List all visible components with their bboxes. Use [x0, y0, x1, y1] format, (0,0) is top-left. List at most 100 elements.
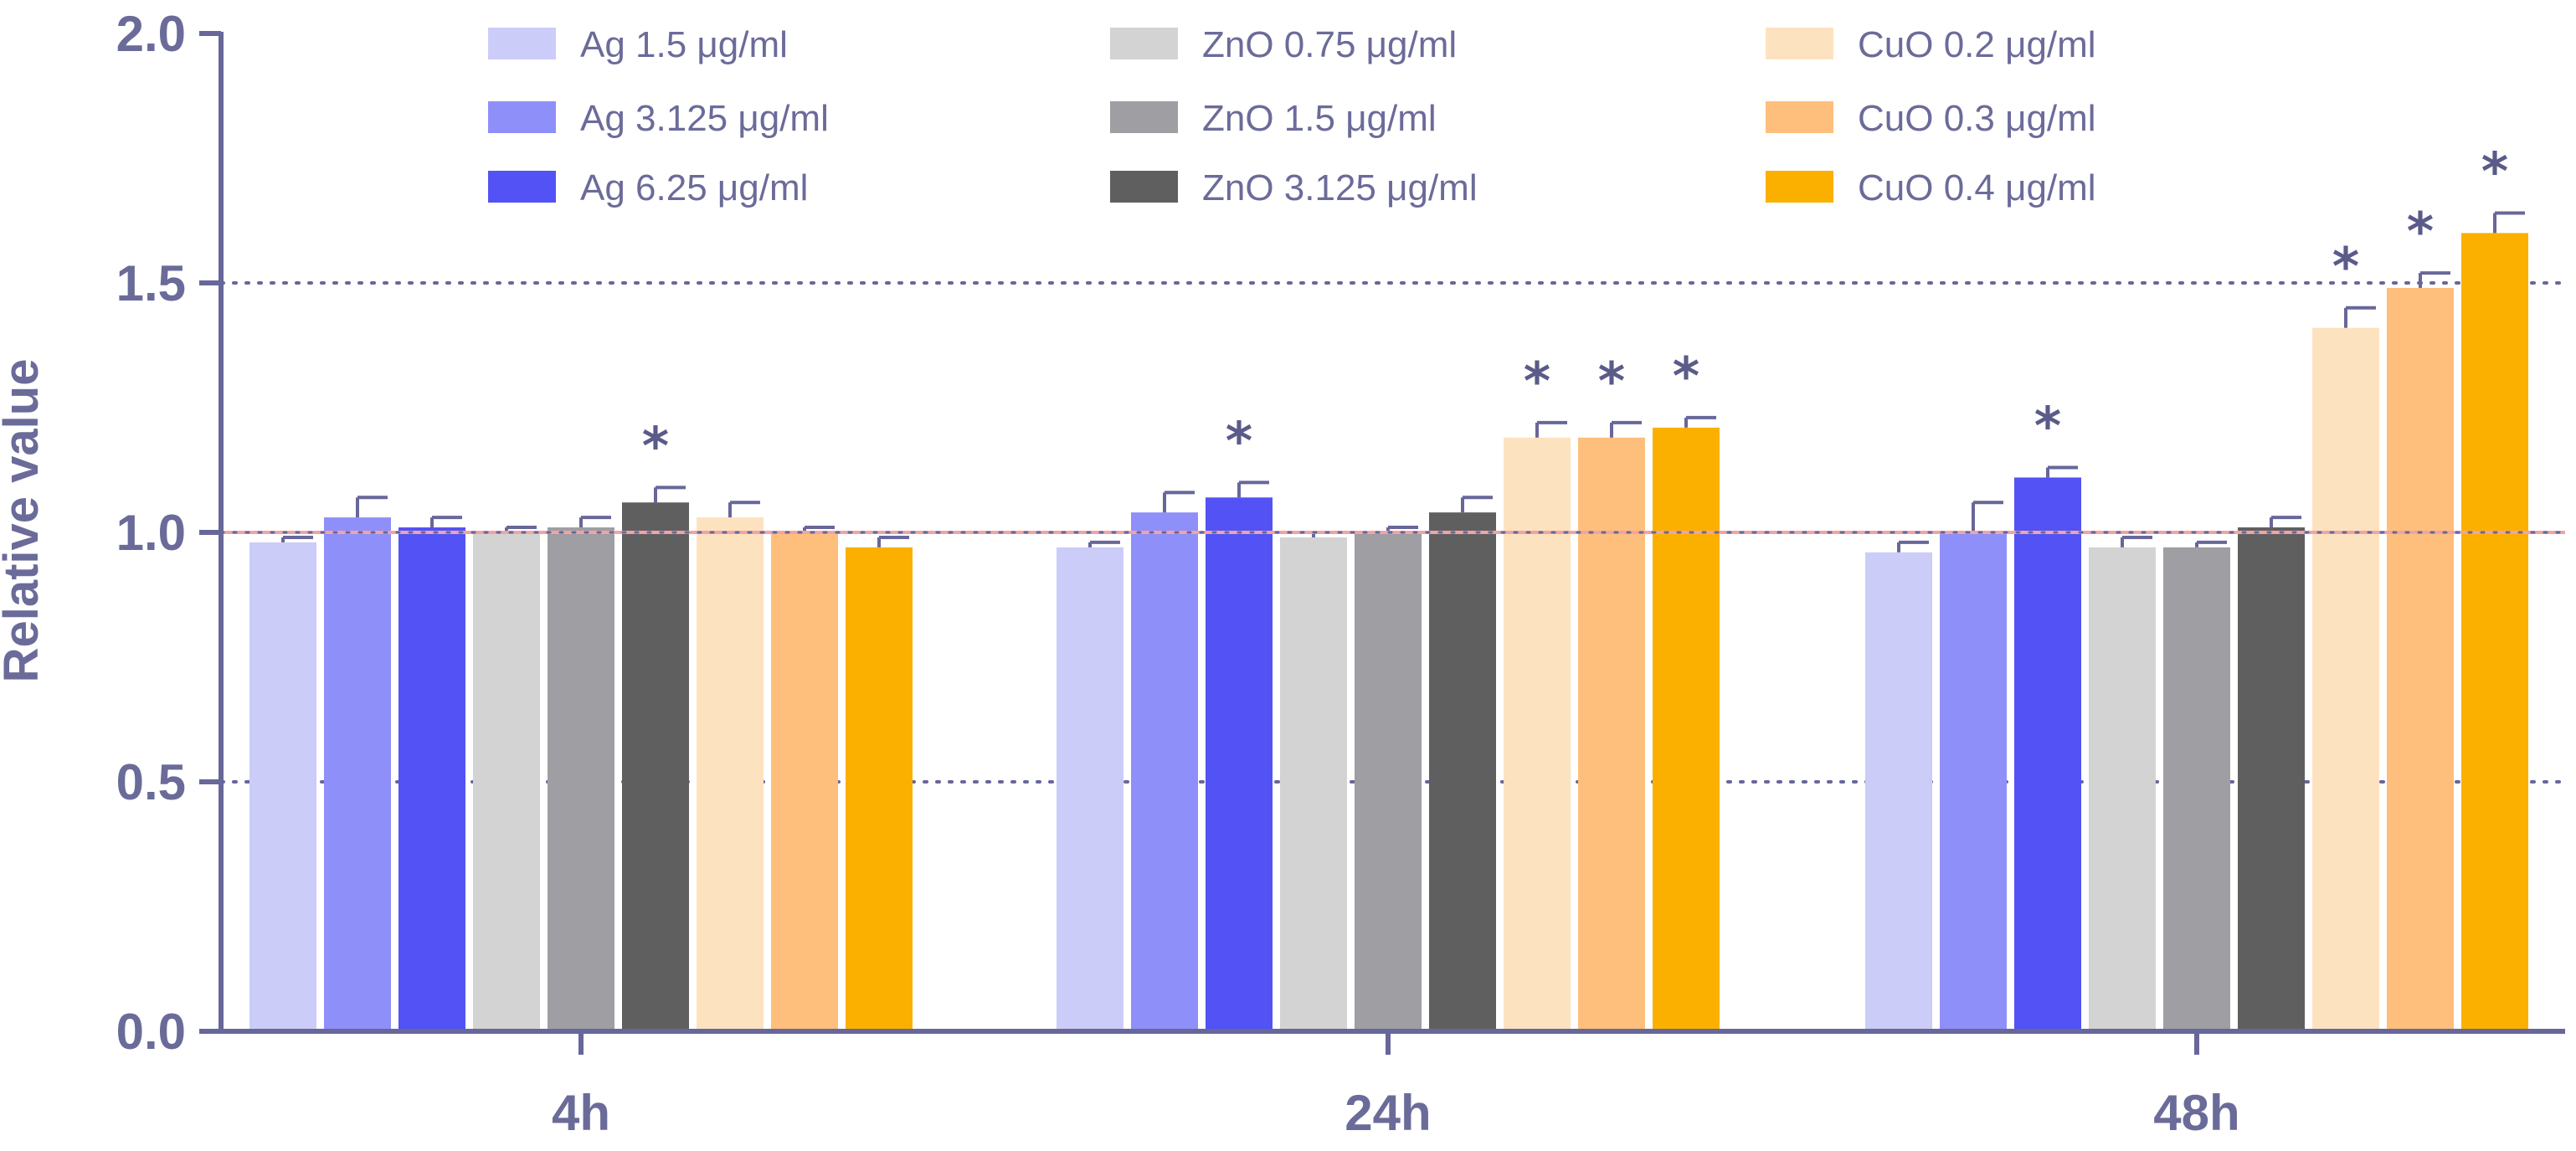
significance-star: *	[642, 415, 669, 476]
error-bar	[430, 516, 462, 528]
error-bar	[579, 516, 611, 528]
significance-star: *	[1673, 346, 1699, 407]
legend-swatch	[1110, 171, 1178, 203]
bar	[2014, 477, 2081, 1031]
bar	[1131, 512, 1198, 1031]
bars	[249, 233, 2528, 1032]
legend-swatch	[1766, 28, 1833, 59]
error-bar	[1972, 501, 2003, 532]
error-bar	[1684, 415, 1716, 428]
error-bar	[2419, 271, 2450, 288]
legend-label: Ag 3.125 μg/ml	[580, 98, 829, 139]
error-bar	[1897, 540, 1929, 552]
bar	[2238, 527, 2305, 1031]
bar	[1057, 547, 1123, 1031]
legend-swatch	[1110, 28, 1178, 59]
legend: Ag 1.5 μg/ml Ag 3.125 μg/ml Ag 6.25 μg/ml Z…	[488, 24, 2096, 208]
legend-label: Ag 1.5 μg/ml	[580, 24, 788, 65]
significance-star: *	[2034, 396, 2061, 457]
significance-star: *	[2481, 141, 2508, 203]
error-bar	[2270, 516, 2301, 528]
error-bar	[2195, 540, 2227, 547]
legend-item: CuO 0.4 μg/ml	[1766, 167, 2096, 208]
y-axis-title: Relative value	[0, 359, 49, 683]
error-bar	[728, 501, 760, 518]
bar	[1653, 427, 1720, 1032]
significance-star: *	[1226, 410, 1252, 471]
error-bar	[1163, 491, 1195, 513]
x-tick-label: 48h	[2153, 1085, 2239, 1141]
x-tick-labels: 4h 24h 48h	[552, 1085, 2240, 1141]
bar	[1355, 532, 1422, 1031]
bar	[473, 532, 540, 1031]
error-bar	[2344, 306, 2376, 328]
bar	[548, 527, 614, 1031]
bar	[2461, 233, 2528, 1031]
significance-star: *	[2332, 236, 2359, 297]
error-bar	[281, 535, 313, 542]
y-tick-labels: 0.0 0.5 1.0 1.5 2.0	[116, 6, 186, 1060]
error-bar	[877, 535, 909, 547]
y-tick-label: 1.0	[116, 505, 186, 561]
legend-item: Ag 3.125 μg/ml	[488, 98, 829, 139]
legend-item: Ag 1.5 μg/ml	[488, 24, 788, 65]
bar	[2163, 547, 2230, 1031]
bar	[1280, 537, 1347, 1031]
legend-label: CuO 0.3 μg/ml	[1858, 98, 2096, 139]
error-bar	[1088, 540, 1120, 547]
significance-star: *	[1598, 351, 1625, 412]
y-tick-label: 1.5	[116, 255, 186, 311]
bar	[324, 517, 391, 1031]
x-tick-label: 24h	[1345, 1085, 1431, 1141]
error-bar	[2493, 211, 2525, 234]
legend-item: Ag 6.25 μg/ml	[488, 167, 808, 208]
legend-item: ZnO 3.125 μg/ml	[1110, 167, 1478, 208]
bar	[1429, 512, 1496, 1031]
bar	[1206, 497, 1273, 1031]
legend-swatch	[1766, 101, 1833, 133]
bar	[846, 547, 913, 1031]
legend-label: CuO 0.4 μg/ml	[1858, 167, 2096, 208]
axes	[199, 31, 2565, 1055]
legend-swatch	[1766, 171, 1833, 203]
legend-swatch	[1110, 101, 1178, 133]
error-bar	[1461, 496, 1493, 513]
significance-star: *	[1524, 351, 1550, 412]
bar	[1940, 532, 2007, 1031]
legend-swatch	[488, 101, 556, 133]
legend-label: ZnO 0.75 μg/ml	[1202, 24, 1457, 65]
y-tick-label: 0.0	[116, 1004, 186, 1060]
bar	[2089, 547, 2156, 1031]
bar	[2387, 287, 2454, 1032]
x-tick-label: 4h	[552, 1085, 610, 1141]
error-bar	[1610, 420, 1642, 438]
bar	[622, 502, 689, 1031]
bar	[2312, 327, 2379, 1031]
error-bar	[1237, 480, 1269, 498]
significance-star: *	[2407, 201, 2434, 262]
bar	[398, 527, 465, 1031]
y-tick-label: 2.0	[116, 6, 186, 62]
y-tick-label: 0.5	[116, 754, 186, 810]
legend-swatch	[488, 171, 556, 203]
bar	[771, 532, 838, 1031]
error-bar	[654, 486, 686, 503]
legend-label: ZnO 3.125 μg/ml	[1202, 167, 1478, 208]
legend-item: ZnO 0.75 μg/ml	[1110, 24, 1457, 65]
bar	[1865, 552, 1932, 1031]
error-bar	[2121, 535, 2152, 547]
bar	[697, 517, 764, 1031]
significance-markers: * * * * * * * * *	[642, 141, 2508, 477]
error-bar	[356, 496, 388, 518]
legend-label: CuO 0.2 μg/ml	[1858, 24, 2096, 65]
error-bar	[1535, 420, 1567, 438]
bar	[1504, 437, 1571, 1031]
bar	[1578, 437, 1645, 1031]
legend-swatch	[488, 28, 556, 59]
legend-item: ZnO 1.5 μg/ml	[1110, 98, 1437, 139]
legend-label: Ag 6.25 μg/ml	[580, 167, 808, 208]
error-bar	[2046, 465, 2078, 478]
legend-label: ZnO 1.5 μg/ml	[1202, 98, 1437, 139]
bar	[249, 542, 316, 1031]
